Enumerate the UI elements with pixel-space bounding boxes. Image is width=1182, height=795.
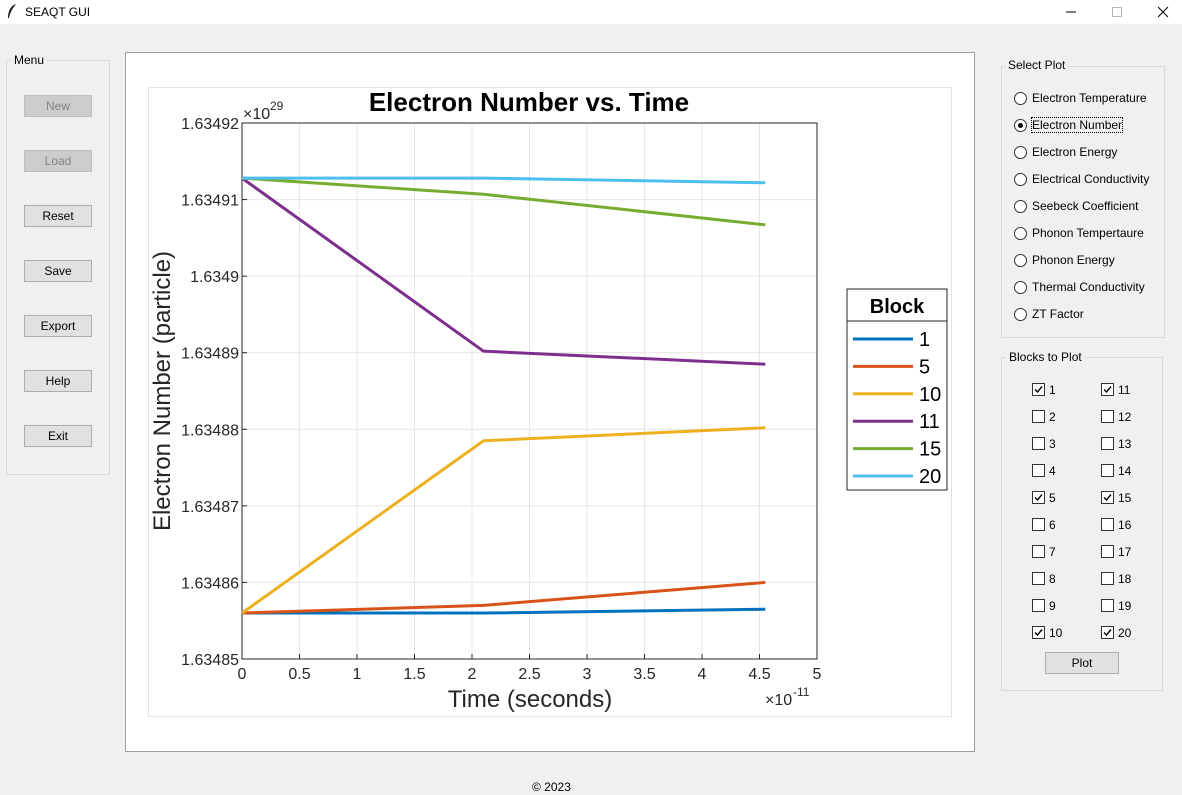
checkbox-label: 12 <box>1118 410 1132 424</box>
save-button[interactable]: Save <box>24 260 92 282</box>
checkbox-box[interactable] <box>1032 383 1045 396</box>
close-icon <box>1157 6 1169 18</box>
checkbox-label: 19 <box>1118 599 1132 613</box>
checkbox-box[interactable] <box>1101 437 1114 450</box>
checkbox-label: 6 <box>1049 518 1056 532</box>
radio-option-label: Seebeck Coefficient <box>1032 199 1139 213</box>
checkmark-icon <box>1103 494 1112 502</box>
plot-canvas <box>148 87 952 717</box>
checkbox-label: 17 <box>1118 545 1132 559</box>
checkbox-box[interactable] <box>1032 491 1045 504</box>
checkbox-box[interactable] <box>1101 545 1114 558</box>
radio-option-label: Electron Temperature <box>1032 91 1147 105</box>
checkbox-label: 4 <box>1049 464 1056 478</box>
plot-button[interactable]: Plot <box>1045 652 1119 674</box>
checkbox-label: 18 <box>1118 572 1132 586</box>
checkbox-label: 11 <box>1118 383 1131 397</box>
checkbox-label: 1 <box>1049 383 1056 397</box>
radio-option-label: Phonon Tempertaure <box>1032 226 1144 240</box>
radio-circle[interactable] <box>1014 92 1027 105</box>
checkbox-label: 16 <box>1118 518 1132 532</box>
checkbox-box[interactable] <box>1032 572 1045 585</box>
menu-group <box>6 60 110 475</box>
checkmark-icon <box>1103 386 1112 394</box>
radio-option-label: Electron Energy <box>1032 145 1118 159</box>
radio-option-label: ZT Factor <box>1032 307 1084 321</box>
select-plot-label: Select Plot <box>1005 58 1069 72</box>
radio-circle[interactable] <box>1014 200 1027 213</box>
checkmark-icon <box>1103 629 1112 637</box>
checkbox-label: 20 <box>1118 626 1132 640</box>
checkbox-label: 3 <box>1049 437 1056 451</box>
checkbox-box[interactable] <box>1032 464 1045 477</box>
checkbox-label: 8 <box>1049 572 1056 586</box>
radio-option-label: Electrical Conductivity <box>1032 172 1150 186</box>
exit-button[interactable]: Exit <box>24 425 92 447</box>
radio-option-label: Thermal Conductivity <box>1032 280 1145 294</box>
checkmark-icon <box>1034 494 1043 502</box>
checkbox-label: 9 <box>1049 599 1056 613</box>
load-button[interactable]: Load <box>24 150 92 172</box>
minimize-icon <box>1066 11 1076 13</box>
checkbox-box[interactable] <box>1101 572 1114 585</box>
radio-selected-dot <box>1018 123 1023 128</box>
radio-option-label: Phonon Energy <box>1032 253 1115 267</box>
checkbox-box[interactable] <box>1032 599 1045 612</box>
checkbox-label: 15 <box>1118 491 1132 505</box>
radio-circle[interactable] <box>1014 146 1027 159</box>
close-button[interactable] <box>1139 0 1182 24</box>
radio-circle[interactable] <box>1014 227 1027 240</box>
checkbox-box[interactable] <box>1101 518 1114 531</box>
new-button[interactable]: New <box>24 95 92 117</box>
radio-option-label: Electron Number <box>1030 117 1124 133</box>
help-button[interactable]: Help <box>24 370 92 392</box>
checkbox-label: 5 <box>1049 491 1056 505</box>
checkbox-box[interactable] <box>1101 599 1114 612</box>
radio-circle[interactable] <box>1014 173 1027 186</box>
reset-button[interactable]: Reset <box>24 205 92 227</box>
checkbox-box[interactable] <box>1101 626 1114 639</box>
checkbox-label: 7 <box>1049 545 1056 559</box>
radio-circle[interactable] <box>1014 281 1027 294</box>
checkbox-box[interactable] <box>1032 518 1045 531</box>
maximize-button[interactable] <box>1093 0 1139 24</box>
checkbox-box[interactable] <box>1032 626 1045 639</box>
export-button[interactable]: Export <box>24 315 92 337</box>
checkbox-box[interactable] <box>1032 410 1045 423</box>
checkmark-icon <box>1034 629 1043 637</box>
checkbox-label: 13 <box>1118 437 1132 451</box>
checkbox-box[interactable] <box>1101 383 1114 396</box>
copyright-footer: © 2023 <box>532 780 571 794</box>
checkbox-box[interactable] <box>1032 437 1045 450</box>
radio-circle[interactable] <box>1014 308 1027 321</box>
menu-group-label: Menu <box>11 53 48 67</box>
checkbox-box[interactable] <box>1101 410 1114 423</box>
title-bar: SEAQT GUI <box>0 0 1182 24</box>
checkbox-box[interactable] <box>1101 491 1114 504</box>
radio-circle[interactable] <box>1014 254 1027 267</box>
feather-icon <box>8 4 16 18</box>
checkmark-icon <box>1034 386 1043 394</box>
window-title: SEAQT GUI <box>25 5 91 19</box>
radio-circle[interactable] <box>1014 119 1027 132</box>
select-plot-group <box>1001 66 1165 338</box>
checkbox-box[interactable] <box>1101 464 1114 477</box>
blocks-to-plot-label: Blocks to Plot <box>1006 350 1085 364</box>
minimize-button[interactable] <box>1047 0 1093 24</box>
maximize-icon <box>1112 7 1122 17</box>
checkbox-label: 2 <box>1049 410 1056 424</box>
checkbox-label: 14 <box>1118 464 1132 478</box>
blocks-to-plot-group <box>1001 357 1163 691</box>
checkbox-box[interactable] <box>1032 545 1045 558</box>
checkbox-label: 10 <box>1049 626 1063 640</box>
